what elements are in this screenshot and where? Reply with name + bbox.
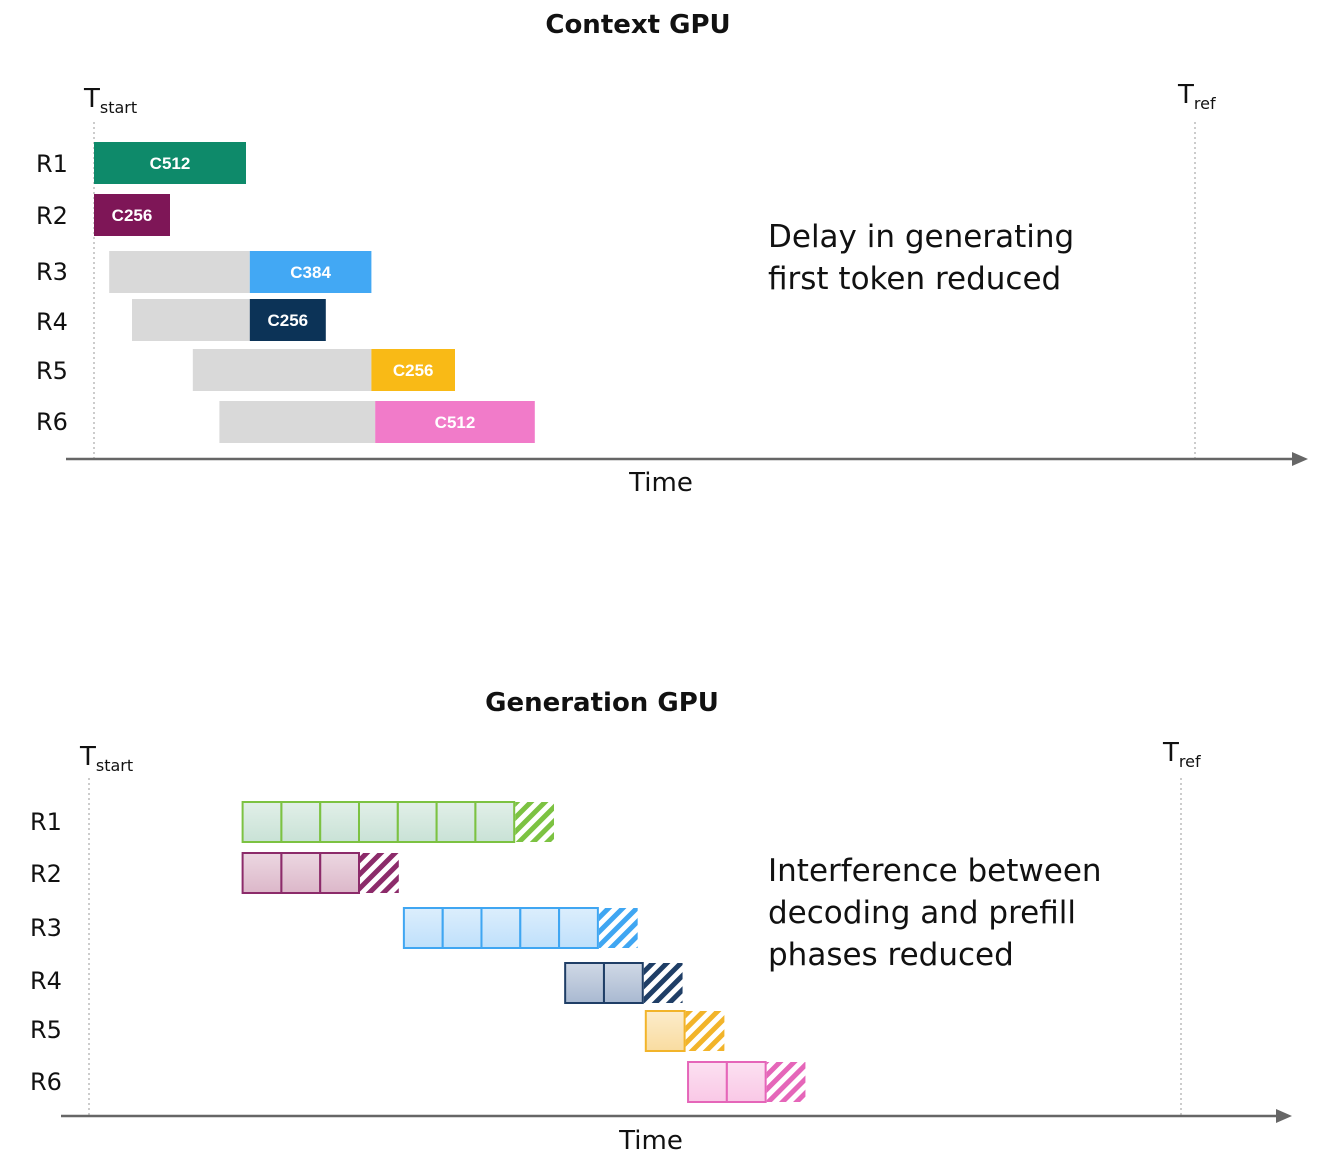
context-chunk-label-4: C256 xyxy=(267,311,308,330)
context-chunk-bar-1 xyxy=(94,142,246,184)
context-t-start-label: Tstart xyxy=(84,84,138,117)
generation-decode-token-1-2 xyxy=(280,801,322,843)
context-row-label-1: R1 xyxy=(36,150,68,178)
generation-decode-token-3-1 xyxy=(402,907,444,949)
generation-decode-token-1-5 xyxy=(396,801,438,843)
generation-row-label-5: R5 xyxy=(30,1016,62,1044)
generation-row-label-1: R1 xyxy=(30,808,62,836)
generation-note-line-1: Interference between xyxy=(768,853,1102,889)
context-chunk-label-6: C512 xyxy=(435,413,476,432)
generation-decode-token-3-4 xyxy=(519,907,561,949)
generation-hatched-token-4 xyxy=(643,963,683,1003)
generation-decode-token-2-2 xyxy=(280,852,322,894)
generation-gpu-title: Generation GPU xyxy=(485,688,719,718)
context-wait-bar-5 xyxy=(192,349,372,391)
generation-decode-token-2-3 xyxy=(319,852,361,894)
context-note: Delay in generating first token reduced xyxy=(768,216,1074,300)
generation-decode-token-3-2 xyxy=(441,907,483,949)
context-wait-bar-4 xyxy=(132,299,250,341)
context-row-label-4: R4 xyxy=(36,308,68,336)
generation-time-axis-arrow xyxy=(1276,1109,1292,1123)
generation-hatched-token-1 xyxy=(515,802,554,842)
context-timeline: C512 C256 C384 C256 C256 C512 xyxy=(66,122,1308,466)
context-chunk-bar-6 xyxy=(375,401,535,443)
generation-decode-token-2-1 xyxy=(241,852,283,894)
generation-note-line-3: phases reduced xyxy=(768,937,1014,973)
generation-decode-token-1-7 xyxy=(474,801,516,843)
generation-decode-token-5-1 xyxy=(644,1010,686,1052)
generation-hatched-token-5 xyxy=(685,1011,725,1051)
context-chunk-label-1: C512 xyxy=(150,154,191,173)
context-chunk-bar-5 xyxy=(371,349,455,391)
context-chunk-label-3: C384 xyxy=(290,263,331,282)
generation-decode-token-1-3 xyxy=(319,801,361,843)
context-wait-bar-6 xyxy=(219,401,376,443)
generation-note: Interference between decoding and prefil… xyxy=(768,850,1102,976)
context-chunk-label-2: C256 xyxy=(112,206,153,225)
generation-row-label-3: R3 xyxy=(30,914,62,942)
generation-decode-token-3-5 xyxy=(558,907,599,949)
context-chunk-bar-4 xyxy=(249,299,326,341)
generation-hatched-token-2 xyxy=(360,853,399,893)
context-wait-bar-3 xyxy=(109,251,250,293)
context-gpu-title: Context GPU xyxy=(545,10,731,40)
context-t-ref-label: Tref xyxy=(1178,80,1216,113)
generation-decode-token-1-6 xyxy=(435,801,477,843)
context-time-axis-arrow xyxy=(1292,452,1308,466)
generation-note-line-2: decoding and prefill xyxy=(768,895,1076,931)
context-chunk-bar-3 xyxy=(249,251,372,293)
generation-decode-token-3-3 xyxy=(480,907,522,949)
generation-t-ref-label: Tref xyxy=(1163,738,1201,771)
generation-decode-token-1-4 xyxy=(358,801,399,843)
context-row-label-6: R6 xyxy=(36,408,68,436)
generation-row-label-2: R2 xyxy=(30,860,62,888)
generation-row-label-4: R4 xyxy=(30,967,62,995)
generation-hatched-token-6 xyxy=(766,1062,806,1102)
context-time-axis-label: Time xyxy=(629,468,693,498)
context-chunk-label-5: C256 xyxy=(393,361,434,380)
context-note-line-2: first token reduced xyxy=(768,261,1062,297)
generation-decode-token-6-1 xyxy=(687,1061,728,1103)
generation-decode-token-4-1 xyxy=(564,962,605,1004)
context-note-line-1: Delay in generating xyxy=(768,219,1075,255)
generation-decode-token-6-2 xyxy=(725,1061,767,1103)
context-row-label-5: R5 xyxy=(36,357,68,385)
generation-decode-token-4-2 xyxy=(602,962,644,1004)
context-chunk-bar-2 xyxy=(94,194,170,236)
generation-hatched-token-3 xyxy=(598,908,638,948)
context-row-label-3: R3 xyxy=(36,258,68,286)
generation-decode-token-1-1 xyxy=(241,801,283,843)
context-row-label-2: R2 xyxy=(36,202,68,230)
generation-timeline xyxy=(61,778,1292,1123)
generation-t-start-label: Tstart xyxy=(80,742,134,775)
generation-row-label-6: R6 xyxy=(30,1068,62,1096)
generation-time-axis-label: Time xyxy=(619,1126,683,1156)
